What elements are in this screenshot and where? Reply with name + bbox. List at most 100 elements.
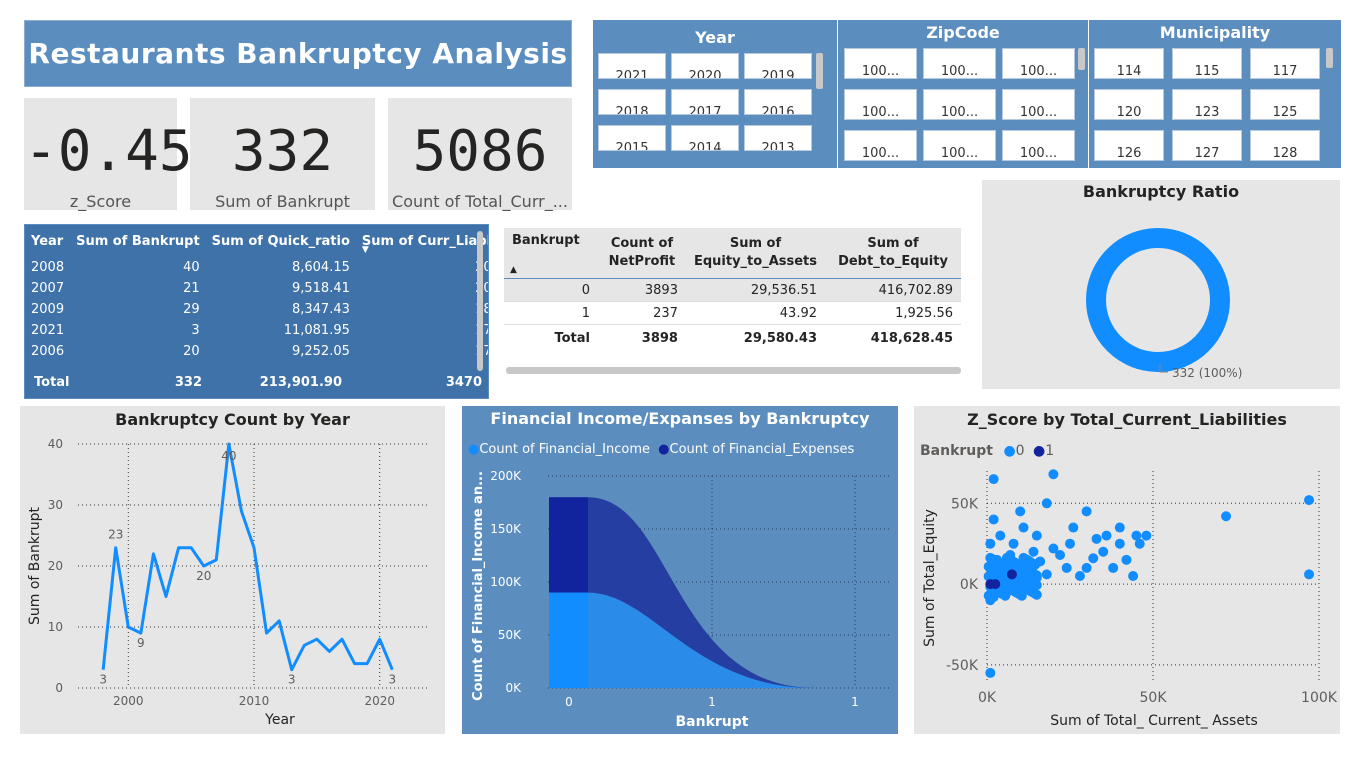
- scatter-point-0[interactable]: [1101, 530, 1112, 541]
- scatter-point-0[interactable]: [1091, 533, 1102, 544]
- slicer-item-year[interactable]: 2015: [598, 125, 666, 151]
- scatter-point-0[interactable]: [991, 554, 1002, 565]
- scatter-point-0[interactable]: [1128, 571, 1139, 581]
- slicer-item-municipality[interactable]: 115: [1172, 48, 1242, 79]
- slicer-item-zipcode[interactable]: 100...: [923, 130, 996, 161]
- table-row[interactable]: 2007 21 9,518.41 207: [25, 278, 488, 299]
- table-row[interactable]: 2021 3 11,081.95 176: [25, 320, 488, 341]
- scatter-point-0[interactable]: [1121, 554, 1132, 565]
- table-row[interactable]: 0 3893 29,536.51 416,702.89: [504, 278, 961, 302]
- scatter-point-0[interactable]: [1108, 562, 1119, 573]
- card-z-score[interactable]: -0.45 z_Score: [24, 98, 193, 211]
- scatter-point-0[interactable]: [1074, 571, 1085, 581]
- slicer-item-municipality[interactable]: 123: [1172, 89, 1242, 120]
- scatter-point-0[interactable]: [985, 667, 996, 678]
- line-series[interactable]: [101, 442, 394, 672]
- area-bar-income[interactable]: [549, 592, 588, 688]
- scatter-point-0[interactable]: [1061, 562, 1072, 573]
- scatter-point-0[interactable]: [1088, 553, 1099, 564]
- card-count-total-curr[interactable]: 5086 Count of Total_Curr_...: [388, 98, 572, 211]
- col-header-equity-to-assets[interactable]: Sum of Equity_to_Assets: [685, 228, 825, 279]
- scatter-point-0[interactable]: [1141, 530, 1152, 541]
- slicer-item-year[interactable]: 2019: [744, 53, 812, 79]
- slicer-item-year[interactable]: 2017: [671, 89, 739, 115]
- slicer-item-year[interactable]: 2016: [744, 89, 812, 115]
- scatter-point-0[interactable]: [985, 595, 996, 606]
- slicer-item-year[interactable]: 2020: [671, 53, 739, 79]
- scatter-point-0[interactable]: [1065, 538, 1075, 549]
- municipality-slicer-scrollbar[interactable]: [1326, 48, 1333, 68]
- table-row[interactable]: 2008 40 8,604.15 208: [25, 257, 488, 278]
- slicer-item-municipality[interactable]: 114: [1094, 48, 1164, 79]
- scatter-point-0[interactable]: [985, 538, 996, 549]
- table-row[interactable]: 2009 29 8,347.43 184: [25, 299, 488, 320]
- scatter-point-0[interactable]: [1031, 530, 1042, 541]
- bankrupt-table-scrollbar[interactable]: [506, 367, 961, 374]
- col-header-bankrupt[interactable]: Bankrupt ▲: [504, 228, 598, 279]
- legend-income[interactable]: Count of Financial_Income: [479, 442, 651, 457]
- scatter-point-1[interactable]: [990, 579, 1001, 590]
- slicer-item-municipality[interactable]: 127: [1172, 130, 1242, 161]
- scatter-point-0[interactable]: [1031, 572, 1042, 583]
- zipcode-slicer-scrollbar[interactable]: [1078, 48, 1085, 70]
- table-row[interactable]: 2006 20 9,252.05 176: [25, 341, 488, 362]
- slicer-item-year[interactable]: 2013: [744, 125, 812, 151]
- table-row[interactable]: 1 237 43.92 1,925.56: [504, 301, 961, 325]
- area-bar-expenses[interactable]: [549, 497, 588, 593]
- scatter-point-1[interactable]: [1006, 569, 1017, 580]
- scatter-point-0[interactable]: [995, 530, 1006, 541]
- scatter-point-0[interactable]: [1131, 530, 1142, 541]
- col-header-year[interactable]: Year: [31, 233, 64, 249]
- scatter-point-0[interactable]: [1068, 522, 1079, 533]
- scatter-point-0[interactable]: [1098, 546, 1109, 557]
- col-header-debt-to-equity[interactable]: Sum of Debt_to_Equity: [825, 228, 961, 279]
- scatter-point-0[interactable]: [1041, 498, 1052, 509]
- slicer-item-zipcode[interactable]: 100...: [923, 89, 996, 120]
- scatter-point-0[interactable]: [1081, 562, 1092, 573]
- scatter-point-0[interactable]: [1134, 538, 1145, 549]
- slicer-item-municipality[interactable]: 128: [1250, 130, 1320, 161]
- scatter-point-0[interactable]: [1081, 506, 1092, 517]
- slicer-item-zipcode[interactable]: 100...: [1002, 130, 1075, 161]
- scatter-point-0[interactable]: [988, 514, 999, 525]
- slicer-item-year[interactable]: 2021: [598, 53, 666, 79]
- legend-item-0[interactable]: 0: [1015, 443, 1025, 459]
- scatter-point-0[interactable]: [1035, 556, 1046, 567]
- col-header-quick-ratio[interactable]: Sum of Quick_ratio: [211, 233, 350, 249]
- slicer-item-zipcode[interactable]: 100...: [844, 130, 917, 161]
- slicer-item-municipality[interactable]: 117: [1250, 48, 1320, 79]
- slicer-item-zipcode[interactable]: 100...: [844, 89, 917, 120]
- scatter-point-0[interactable]: [1041, 569, 1052, 580]
- col-header-count-netprofit[interactable]: Count of NetProfit: [597, 228, 686, 279]
- scatter-point-0[interactable]: [998, 571, 1009, 581]
- scatter-point-0[interactable]: [1008, 538, 1019, 549]
- scatter-point-0[interactable]: [1016, 590, 1027, 601]
- col-header-curr-liabili[interactable]: Sum of Curr_Liabili ▼: [356, 225, 488, 257]
- slicer-item-zipcode[interactable]: 100...: [844, 48, 917, 79]
- col-header-sum-bankrupt[interactable]: Sum of Bankrupt: [76, 233, 200, 249]
- slicer-item-zipcode[interactable]: 100...: [1002, 89, 1075, 120]
- scatter-point-0[interactable]: [990, 565, 1001, 576]
- slicer-item-zipcode[interactable]: 100...: [1002, 48, 1075, 79]
- area-ribbon-income[interactable]: [588, 592, 815, 688]
- slicer-item-municipality[interactable]: 126: [1094, 130, 1164, 161]
- slicer-item-municipality[interactable]: 120: [1094, 89, 1164, 120]
- scatter-point-0[interactable]: [1021, 559, 1032, 570]
- slicer-item-year[interactable]: 2014: [671, 125, 739, 151]
- card-sum-bankrupt[interactable]: 332 Sum of Bankrupt: [190, 98, 375, 211]
- legend-expenses[interactable]: Count of Financial_Expenses: [669, 442, 855, 457]
- scatter-point-0[interactable]: [1114, 538, 1125, 549]
- scatter-point-0[interactable]: [1031, 589, 1042, 600]
- scatter-point-0[interactable]: [998, 588, 1009, 599]
- slicer-item-zipcode[interactable]: 100...: [923, 48, 996, 79]
- year-slicer-scrollbar[interactable]: [816, 53, 823, 89]
- year-table-scrollbar[interactable]: [477, 231, 483, 371]
- scatter-point-0[interactable]: [1048, 543, 1059, 554]
- legend-item-1[interactable]: 1: [1045, 443, 1055, 459]
- scatter-point-0[interactable]: [1018, 522, 1029, 533]
- slicer-item-year[interactable]: 2018: [598, 89, 666, 115]
- scatter-point-0[interactable]: [1304, 569, 1315, 580]
- scatter-point-0[interactable]: [1015, 506, 1026, 517]
- slicer-item-municipality[interactable]: 125: [1250, 89, 1320, 120]
- scatter-point-0[interactable]: [1025, 582, 1036, 593]
